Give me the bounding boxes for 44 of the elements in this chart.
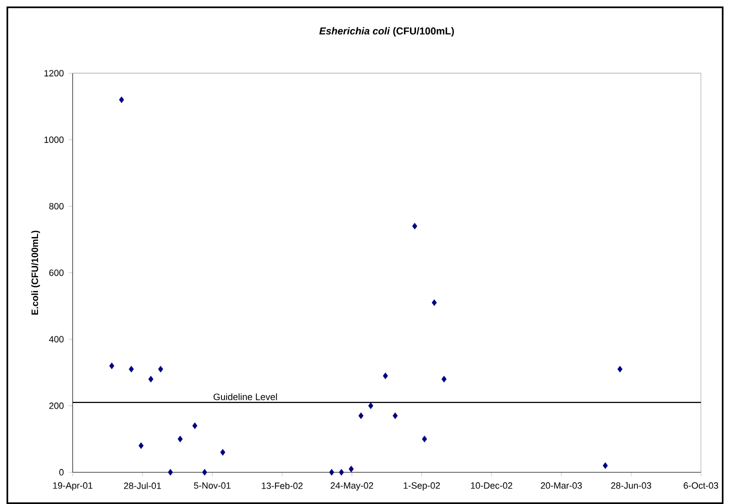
chart-title: Esherichia coli (CFU/100mL) xyxy=(319,27,454,36)
x-tick-label: 28-Jun-03 xyxy=(611,482,652,489)
point xyxy=(128,366,134,372)
point xyxy=(119,96,124,104)
point xyxy=(442,376,447,382)
x-tick-label: 10-Dec-02 xyxy=(471,482,512,489)
ref-line-label: Guideline Level xyxy=(214,393,277,400)
x-tick-label: 13-Feb-02 xyxy=(262,482,303,489)
y-tick-label: 600 xyxy=(49,270,64,276)
y-tick-label: 200 xyxy=(49,402,64,409)
point xyxy=(220,449,226,456)
y-tick-label: 0 xyxy=(59,469,64,476)
y-tick-label: 800 xyxy=(49,203,64,210)
y-axis-title: E.coli (CFU/100mL) xyxy=(31,230,40,315)
y-tick-label: 400 xyxy=(49,336,64,342)
y-tick-label: 1200 xyxy=(44,70,64,76)
point xyxy=(432,299,437,306)
x-tick-label: 28-Jul-01 xyxy=(124,482,161,489)
point xyxy=(368,402,374,409)
x-tick-label: 19-Apr-01 xyxy=(53,482,92,491)
x-tick-label: 24-May-02 xyxy=(330,482,374,491)
point xyxy=(148,376,154,382)
x-tick-label: 1-Sep-02 xyxy=(404,482,440,491)
point xyxy=(412,222,418,230)
point xyxy=(178,436,183,442)
x-tick-label: 20-Mar-03 xyxy=(540,482,582,489)
point xyxy=(617,366,622,372)
point xyxy=(382,372,388,380)
point xyxy=(109,362,114,370)
x-tick-label: 6-Oct-03 xyxy=(684,482,718,489)
point xyxy=(202,469,208,476)
x-tick-label: 5-Nov-01 xyxy=(194,482,230,489)
point xyxy=(348,466,354,472)
point xyxy=(392,412,398,419)
point xyxy=(358,412,364,419)
point xyxy=(602,462,608,469)
point xyxy=(168,469,173,476)
point xyxy=(138,442,144,449)
point xyxy=(192,422,198,429)
point xyxy=(329,469,334,476)
point xyxy=(422,436,427,442)
y-tick-label: 1000 xyxy=(44,136,64,143)
point xyxy=(338,469,344,476)
point xyxy=(158,366,164,372)
